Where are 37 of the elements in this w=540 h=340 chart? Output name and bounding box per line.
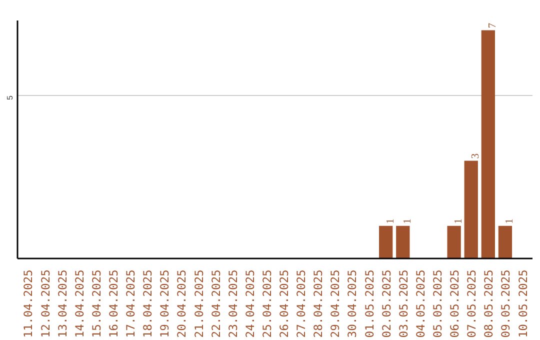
x-tick-label: 08.05.2025: [482, 270, 496, 338]
x-tick-label: 28.04.2025: [311, 270, 326, 338]
data-label: 3: [470, 153, 482, 159]
x-tick-label: 09.05.2025: [498, 270, 513, 338]
x-tick-label: 26.04.2025: [277, 270, 292, 338]
x-tick-label: 23.04.2025: [226, 270, 240, 338]
data-label: 7: [488, 22, 499, 28]
x-tick-label: 14.04.2025: [72, 270, 86, 338]
x-tick-label: 20.04.2025: [174, 270, 189, 338]
x-tick-label: 10.05.2025: [516, 270, 530, 338]
x-tick-label: 06.05.2025: [448, 270, 462, 338]
x-tick-label: 25.04.2025: [260, 270, 274, 338]
x-tick-label: 15.04.2025: [89, 270, 104, 338]
x-tick-label: 13.04.2025: [55, 270, 70, 338]
x-tick-label: 11.04.2025: [21, 270, 36, 338]
x-tick-label: 16.04.2025: [106, 270, 120, 338]
data-label: 1: [402, 218, 414, 224]
x-tick-label: 22.04.2025: [208, 270, 223, 338]
x-tick-label: 01.05.2025: [362, 270, 376, 338]
data-label: 1: [504, 218, 516, 224]
x-tick-label: 18.04.2025: [140, 270, 155, 338]
x-tick-label: 03.05.2025: [396, 270, 410, 338]
x-tick-label: 12.04.2025: [38, 270, 52, 338]
x-tick-label: 17.04.2025: [124, 270, 138, 338]
x-tick-label: 19.04.2025: [158, 270, 172, 338]
x-tick-label: 24.04.2025: [242, 270, 257, 338]
x-tick-label: 02.05.2025: [379, 270, 394, 338]
data-label: 1: [454, 218, 465, 224]
x-tick-label: 07.05.2025: [464, 270, 479, 338]
y-tick-label: 5: [6, 94, 14, 100]
x-tick-label: 27.04.2025: [294, 270, 308, 338]
x-tick-label: 29.04.2025: [328, 270, 342, 338]
x-tick-label: 21.04.2025: [192, 270, 206, 338]
data-label: 1: [385, 218, 396, 224]
x-tick-label: 05.05.2025: [430, 270, 445, 338]
x-tick-label: 04.05.2025: [413, 270, 428, 338]
x-tick-label: 30.04.2025: [345, 270, 360, 338]
